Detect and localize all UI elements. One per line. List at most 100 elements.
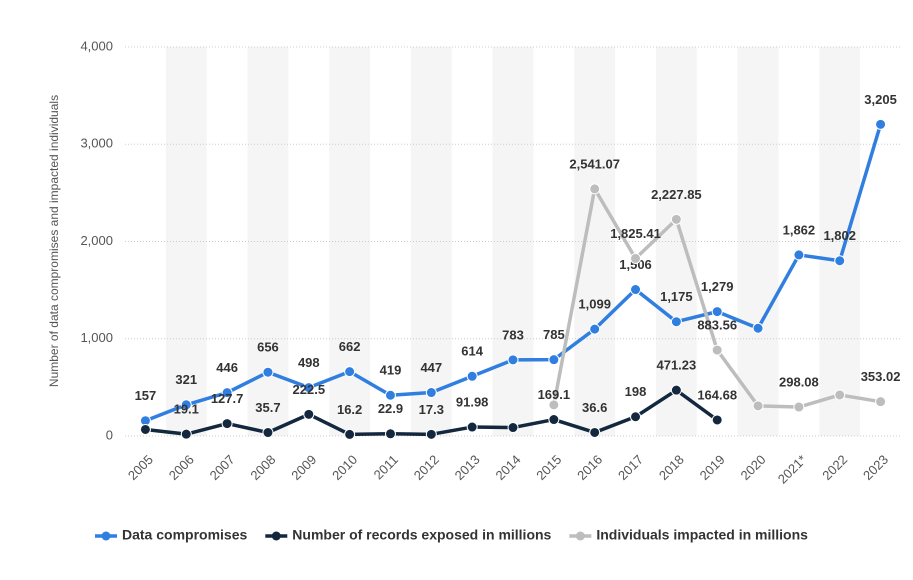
data-point [548,414,560,426]
legend-item[interactable]: Number of records exposed in millions [265,527,552,543]
data-point [303,408,315,420]
data-label: 35.7 [255,400,280,415]
data-label: 157 [135,388,157,403]
legend-marker [575,531,585,541]
data-label: 2,541.07 [569,156,620,171]
data-point [303,382,315,394]
data-point [466,370,478,382]
legend-label: Number of records exposed in millions [292,527,551,543]
data-label: 16.2 [337,402,362,417]
data-label: 298.08 [779,374,819,389]
legend-label: Data compromises [122,527,247,543]
data-label: 3,205 [864,92,897,107]
data-point [180,428,192,440]
data-point [711,414,723,426]
y-tick-label: 3,000 [80,136,113,151]
data-point [589,183,601,195]
data-label: 656 [257,340,279,355]
data-label: 91.98 [456,394,489,409]
x-tick-label: 2021* [775,452,810,487]
y-tick-label: 4,000 [80,38,113,53]
data-label: 1,099 [578,297,611,312]
data-point [344,428,356,440]
legend-marker [101,531,111,541]
data-point [589,323,601,335]
data-point [630,284,642,296]
data-point [875,118,887,130]
data-point [793,401,805,413]
data-label: 498 [298,355,320,370]
data-point [425,387,437,399]
x-tick-label: 2016 [574,452,605,483]
y-axis-label: Number of data compromises and impacted … [47,95,61,387]
data-label: 1,175 [660,289,693,304]
data-label: 36.6 [582,400,607,415]
data-point [507,354,519,366]
x-tick-label: 2014 [492,452,523,483]
data-point [589,426,601,438]
data-label: 353.02 [861,369,901,384]
data-point [262,427,274,439]
column-stripe [165,47,207,436]
data-point [630,252,642,264]
data-point [752,322,764,334]
data-point [262,366,274,378]
data-point [139,423,151,435]
data-point [793,249,805,261]
data-point [834,255,846,267]
data-label: 127.7 [211,391,244,406]
data-point [630,411,642,423]
data-label: 446 [216,360,238,375]
data-label: 883.56 [697,318,737,333]
data-label: 22.9 [378,401,403,416]
x-tick-label: 2013 [452,452,483,483]
data-label: 169.1 [538,387,571,402]
data-label: 2,227.85 [651,187,702,202]
data-point [180,399,192,411]
legend-label: Individuals impacted in millions [596,527,808,543]
data-label: 1,802 [823,228,856,243]
data-point [670,213,682,225]
legend-item[interactable]: Individuals impacted in millions [569,527,808,543]
data-point [384,428,396,440]
data-label: 321 [175,372,197,387]
data-label: 785 [543,327,565,342]
x-tick-label: 2020 [738,452,769,483]
data-point [548,354,560,366]
x-tick-label: 2005 [125,452,156,483]
data-label: 1,279 [701,279,734,294]
x-tick-label: 2015 [533,452,564,483]
data-point [507,422,519,434]
data-label: 447 [420,360,442,375]
legend-item[interactable]: Data compromises [95,527,247,543]
x-tick-label: 2011 [371,452,401,482]
data-label: 1,825.41 [610,226,661,241]
x-tick-label: 2009 [288,452,319,483]
data-point [221,387,233,399]
y-tick-label: 0 [106,427,113,442]
data-point [221,418,233,430]
data-label: 198 [625,384,647,399]
data-label: 19.1 [174,402,199,417]
data-label: 1,506 [619,257,652,272]
data-point [670,384,682,396]
x-tick-label: 2008 [247,452,278,483]
data-point [548,399,560,411]
y-tick-label: 1,000 [80,330,113,345]
data-label: 164.68 [697,387,737,402]
data-label: 471.23 [656,358,696,373]
x-tick-label: 2007 [207,452,238,483]
data-point [384,389,396,401]
data-point [711,344,723,356]
x-tick-label: 2012 [411,452,442,483]
data-label: 222.5 [293,382,326,397]
y-tick-label: 2,000 [80,233,113,248]
x-tick-label: 2019 [697,452,728,483]
legend-marker [271,531,281,541]
data-label: 1,862 [783,222,816,237]
data-point [752,400,764,412]
data-label: 783 [502,327,524,342]
data-point [670,316,682,328]
x-tick-label: 2017 [615,452,646,483]
